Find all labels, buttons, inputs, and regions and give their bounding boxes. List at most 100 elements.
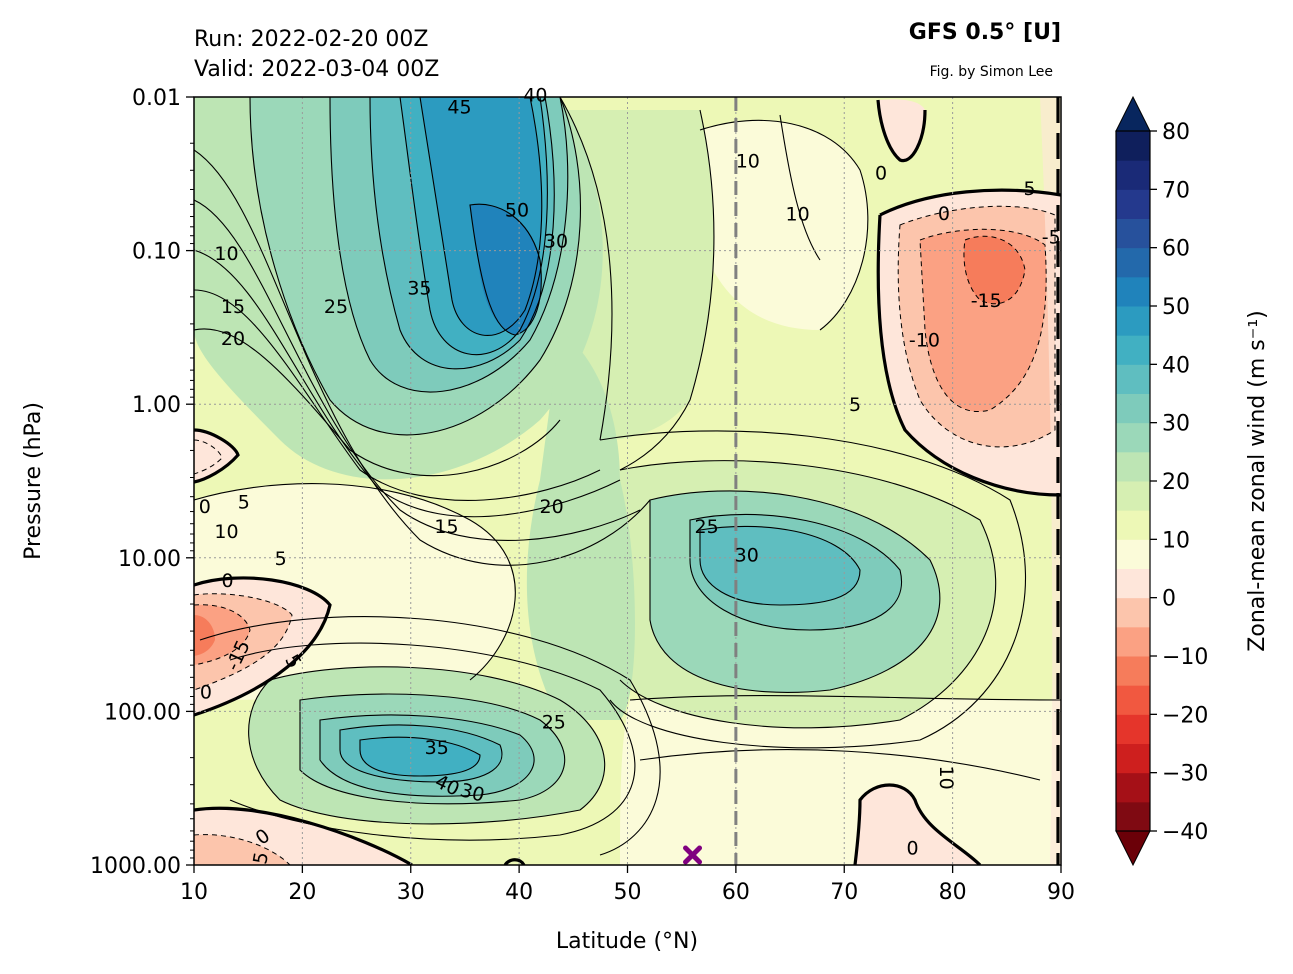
contour-line — [649, 490, 941, 693]
contour-lines — [194, 97, 1061, 856]
zero-contour — [879, 188, 1061, 217]
contour-label: -10 — [909, 330, 940, 352]
neg-contour-line — [194, 604, 251, 666]
colorbar-swatch — [1116, 451, 1150, 482]
contour-line — [319, 714, 535, 797]
x-tick-label: 50 — [614, 880, 642, 905]
contour-label: 5 — [249, 850, 273, 866]
contour-label: 10 — [935, 766, 957, 790]
contour-line — [199, 616, 661, 856]
colorbar-swatch — [1116, 189, 1150, 219]
y-axis-label: Pressure (hPa) — [21, 402, 46, 560]
contour-label: 25 — [542, 711, 566, 733]
contour-line — [619, 460, 997, 729]
contour-label: -15 — [971, 290, 1002, 312]
model-title: GFS 0.5° [U] — [908, 20, 1061, 45]
contour-line — [194, 289, 601, 501]
x-tick-label: 60 — [722, 880, 750, 905]
contour-line — [339, 724, 503, 783]
zero-contours — [194, 99, 1061, 865]
contour-label: 5 — [849, 394, 861, 416]
colorbar-tick-label: 60 — [1162, 237, 1190, 262]
colorbar-tick-label: −40 — [1162, 820, 1208, 845]
contour-label: 15 — [221, 296, 245, 318]
contour-label: 35 — [407, 278, 431, 300]
colorbar-label: Zonal-mean zonal wind (m s⁻¹) — [1245, 310, 1270, 651]
contour-label: 10 — [786, 204, 810, 226]
contour-line — [359, 736, 481, 777]
contour-line — [699, 119, 869, 331]
contour-label: 0 — [200, 681, 212, 703]
contour-label: 30 — [544, 231, 568, 253]
contour-line — [299, 693, 566, 805]
field-neg15 — [963, 236, 1025, 304]
contour-line — [248, 666, 606, 825]
field-neg5 — [194, 834, 290, 865]
contour-label: 5 — [1024, 178, 1036, 200]
zero-contour — [194, 428, 240, 484]
colorbar-tick-label: 80 — [1162, 120, 1190, 145]
contour-line — [779, 114, 821, 261]
colorbar-extend-max — [1115, 95, 1151, 132]
contour-label: 20 — [221, 328, 245, 350]
colorbar-swatch — [1116, 685, 1150, 715]
colorbar-swatch — [1116, 568, 1150, 599]
contour-label: 45 — [447, 96, 471, 118]
field-40 — [360, 737, 480, 776]
colorbar-swatch — [1116, 801, 1150, 832]
marker-x — [683, 845, 703, 865]
colorbar-tick-label: −10 — [1162, 645, 1208, 670]
contour-label: 10 — [214, 521, 238, 543]
colorbar-swatch — [1116, 218, 1150, 249]
x-axis-label: Latitude (°N) — [556, 929, 698, 954]
colorbar-tick-label: 10 — [1162, 528, 1190, 553]
x-axis: 10 20 30 40 50 60 70 80 90 — [180, 865, 1075, 905]
point-marker — [683, 845, 703, 865]
contour-line — [639, 749, 1041, 781]
contour-line — [619, 109, 715, 471]
colorbar-swatch — [1116, 393, 1150, 424]
zero-contour — [876, 214, 1061, 497]
colorbar-swatch — [1116, 364, 1150, 394]
colorbar-swatch — [1116, 626, 1150, 657]
colorbar-swatch — [1116, 276, 1150, 307]
negative-contour-lines — [194, 205, 1056, 865]
field-neg0 — [1040, 97, 1061, 865]
field-5 — [700, 120, 868, 330]
colorbar-swatch — [1116, 306, 1150, 336]
contour-line — [699, 525, 861, 606]
run-time-label: Run: 2022-02-20 00Z — [194, 27, 429, 52]
contour-line — [399, 97, 548, 356]
neg-contour-line — [194, 439, 223, 475]
colorbar-extend-min — [1115, 830, 1151, 867]
y-axis: 1000.00 100.00 10.00 1.00 0.10 0.01 — [90, 86, 194, 879]
contour-line — [559, 97, 613, 441]
contour-label: 15 — [434, 516, 458, 538]
y-tick-label: 0.10 — [132, 240, 181, 265]
neg-contour-line — [194, 834, 291, 865]
colorbar-swatch — [1116, 597, 1150, 628]
valid-time-label: Valid: 2022-03-04 00Z — [194, 57, 440, 82]
contour-line — [194, 149, 651, 566]
y-tick-label: 0.01 — [132, 86, 181, 111]
y-tick-label: 1.00 — [132, 393, 181, 418]
colorbar-swatch — [1116, 481, 1150, 511]
contour-line — [194, 249, 621, 518]
contour-line — [419, 97, 543, 336]
field-neg10 — [194, 604, 250, 665]
contour-label: 20 — [540, 496, 564, 518]
contour-label: 0 — [906, 838, 918, 860]
contour-line — [629, 695, 1061, 701]
x-tick-label: 40 — [505, 880, 533, 905]
field-35 — [700, 526, 860, 605]
contour-label: 0 — [199, 496, 211, 518]
x-tick-label: 70 — [830, 880, 858, 905]
field-neg15 — [194, 615, 215, 656]
field-5 — [620, 695, 1061, 865]
colorbar-tick-label: 0 — [1162, 587, 1176, 612]
colorbar-swatch — [1116, 714, 1150, 744]
colorbar-swatch — [1116, 539, 1150, 569]
zero-contour — [876, 99, 927, 163]
